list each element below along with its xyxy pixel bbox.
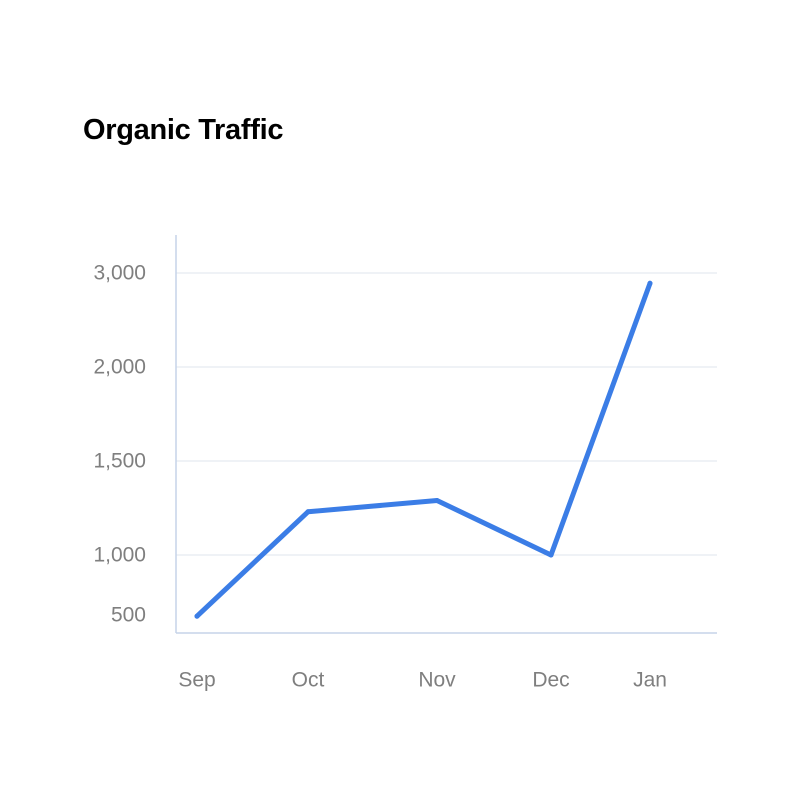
chart-title: Organic Traffic	[83, 114, 284, 146]
data-point	[434, 498, 440, 503]
data-point	[548, 552, 554, 558]
data-point	[647, 280, 653, 286]
x-tick-label: Oct	[292, 669, 325, 692]
x-tick-label: Jan	[633, 669, 667, 692]
series-line	[194, 280, 653, 619]
data-point	[305, 509, 311, 515]
data-point	[194, 613, 200, 619]
x-tick-label: Nov	[418, 669, 456, 692]
y-tick-label: 2,000	[93, 356, 146, 379]
y-tick-label: 3,000	[93, 262, 146, 285]
y-tick-label: 500	[111, 604, 146, 627]
x-tick-label: Sep	[178, 669, 215, 692]
y-tick-label: 1,000	[93, 544, 146, 567]
x-tick-label: Dec	[532, 669, 569, 692]
y-tick-label: 1,500	[93, 450, 146, 473]
